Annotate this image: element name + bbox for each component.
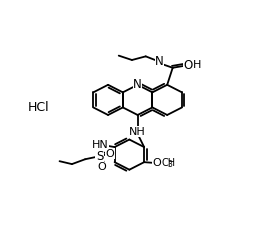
- Text: O: O: [98, 162, 106, 172]
- Text: NH: NH: [129, 126, 146, 137]
- Text: HN: HN: [92, 140, 109, 150]
- Text: HCl: HCl: [28, 101, 49, 114]
- Text: CH: CH: [161, 158, 175, 168]
- Text: H: H: [193, 60, 201, 70]
- Text: N: N: [155, 55, 164, 68]
- Text: 3: 3: [167, 160, 172, 169]
- Text: O: O: [152, 158, 161, 168]
- Text: O: O: [183, 59, 192, 72]
- Text: N: N: [133, 78, 142, 91]
- Text: O: O: [106, 149, 114, 159]
- Text: S: S: [96, 150, 103, 163]
